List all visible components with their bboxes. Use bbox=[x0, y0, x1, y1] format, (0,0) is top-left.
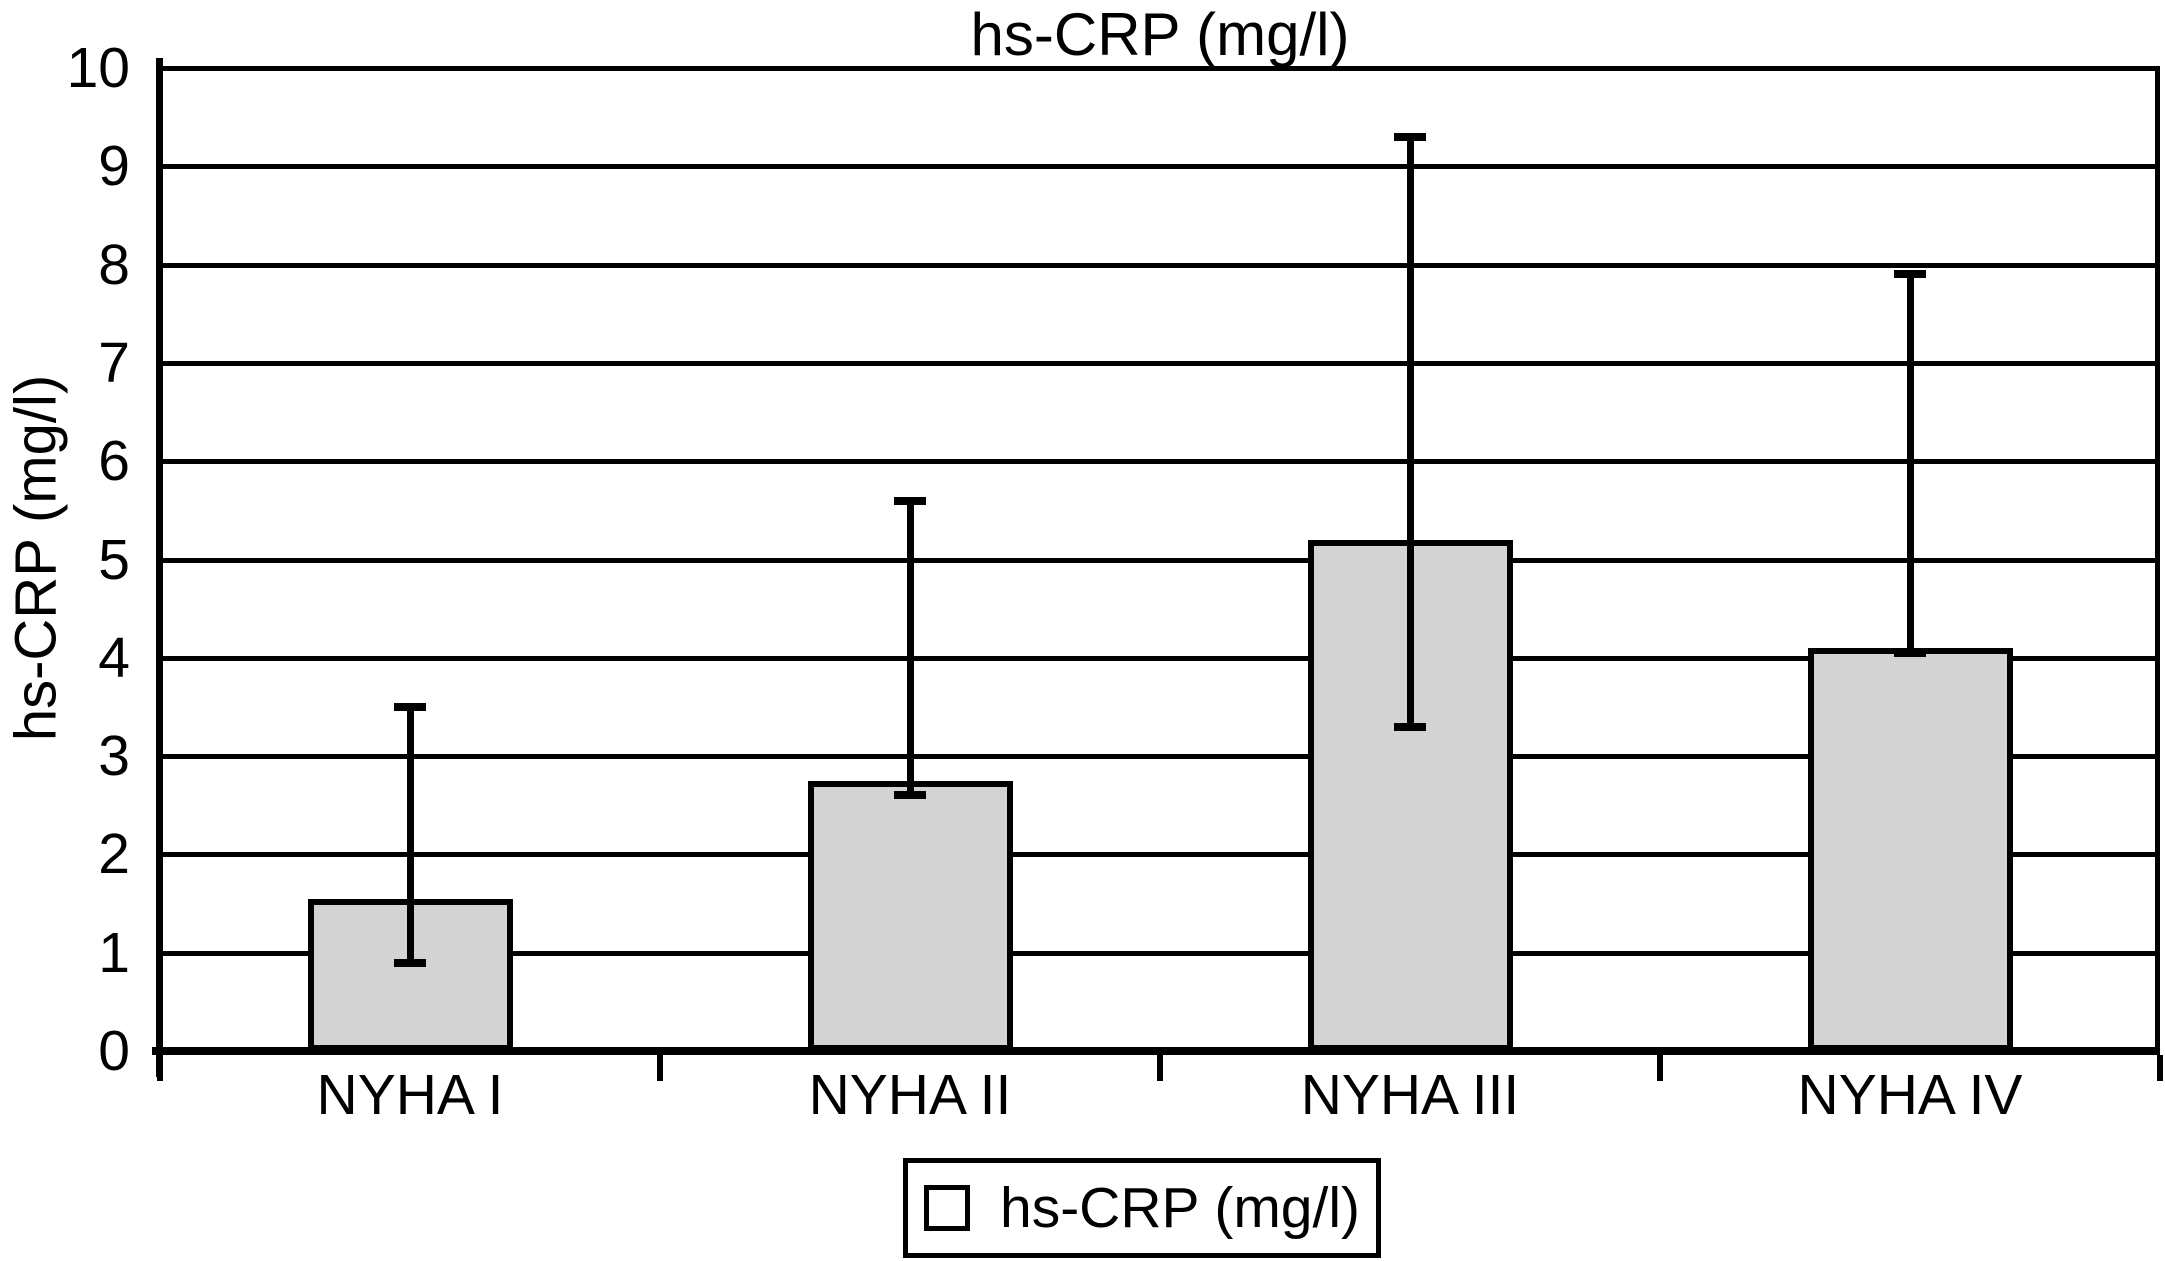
plot-right-border bbox=[2155, 66, 2160, 1053]
error-bar-line bbox=[1907, 274, 1914, 653]
y-tick-label: 5 bbox=[98, 527, 130, 592]
x-tick-label: NYHA I bbox=[316, 1063, 504, 1127]
x-tick-label: NYHA IV bbox=[1797, 1063, 2023, 1127]
y-tick-label: 6 bbox=[98, 429, 130, 494]
gridline bbox=[160, 557, 2160, 563]
y-tick-label: 3 bbox=[98, 724, 130, 789]
y-tick-label: 8 bbox=[98, 232, 130, 297]
error-bar-cap-top bbox=[1894, 270, 1926, 278]
bar bbox=[808, 781, 1013, 1051]
y-tick-label: 0 bbox=[98, 1019, 130, 1083]
x-axis-tick bbox=[657, 1055, 663, 1081]
y-tick-label: 1 bbox=[98, 920, 130, 985]
error-bar-cap-bottom bbox=[1394, 723, 1426, 731]
legend-swatch bbox=[924, 1185, 970, 1231]
error-bar-cap-top bbox=[1394, 133, 1426, 141]
gridline bbox=[160, 655, 2160, 661]
gridline bbox=[160, 262, 2160, 268]
legend: hs-CRP (mg/l) bbox=[903, 1158, 1381, 1258]
legend-label: hs-CRP (mg/l) bbox=[1000, 1176, 1360, 1240]
gridline bbox=[160, 66, 2160, 71]
y-axis bbox=[156, 58, 163, 1077]
gridline bbox=[160, 852, 2160, 858]
gridline bbox=[160, 164, 2160, 170]
error-bar-line bbox=[407, 707, 414, 963]
error-bar-cap-bottom bbox=[894, 791, 926, 799]
x-tick-label: NYHA III bbox=[1300, 1063, 1520, 1127]
error-bar-line bbox=[1407, 137, 1414, 727]
x-axis bbox=[152, 1047, 2160, 1055]
x-axis-tick bbox=[157, 1055, 163, 1081]
bar bbox=[1808, 648, 2013, 1051]
error-bar-cap-top bbox=[394, 703, 426, 711]
chart-title: hs-CRP (mg/l) bbox=[970, 1, 1350, 68]
y-tick-label: 9 bbox=[98, 134, 130, 199]
x-axis-tick bbox=[1657, 1055, 1663, 1081]
y-tick-label: 10 bbox=[66, 36, 130, 100]
error-bar-cap-bottom bbox=[394, 959, 426, 967]
gridline bbox=[160, 754, 2160, 760]
y-tick-label: 7 bbox=[98, 330, 130, 395]
error-bar-cap-bottom bbox=[1894, 649, 1926, 657]
x-axis-tick bbox=[1157, 1055, 1163, 1081]
x-axis-tick bbox=[2157, 1055, 2163, 1081]
x-tick-label: NYHA II bbox=[808, 1063, 1012, 1127]
gridline bbox=[160, 360, 2160, 366]
error-bar-cap-top bbox=[894, 497, 926, 505]
error-bar-line bbox=[907, 501, 914, 795]
gridline bbox=[160, 950, 2160, 956]
y-tick-label: 2 bbox=[98, 822, 130, 887]
gridline bbox=[160, 459, 2160, 465]
y-tick-label: 4 bbox=[98, 625, 130, 690]
